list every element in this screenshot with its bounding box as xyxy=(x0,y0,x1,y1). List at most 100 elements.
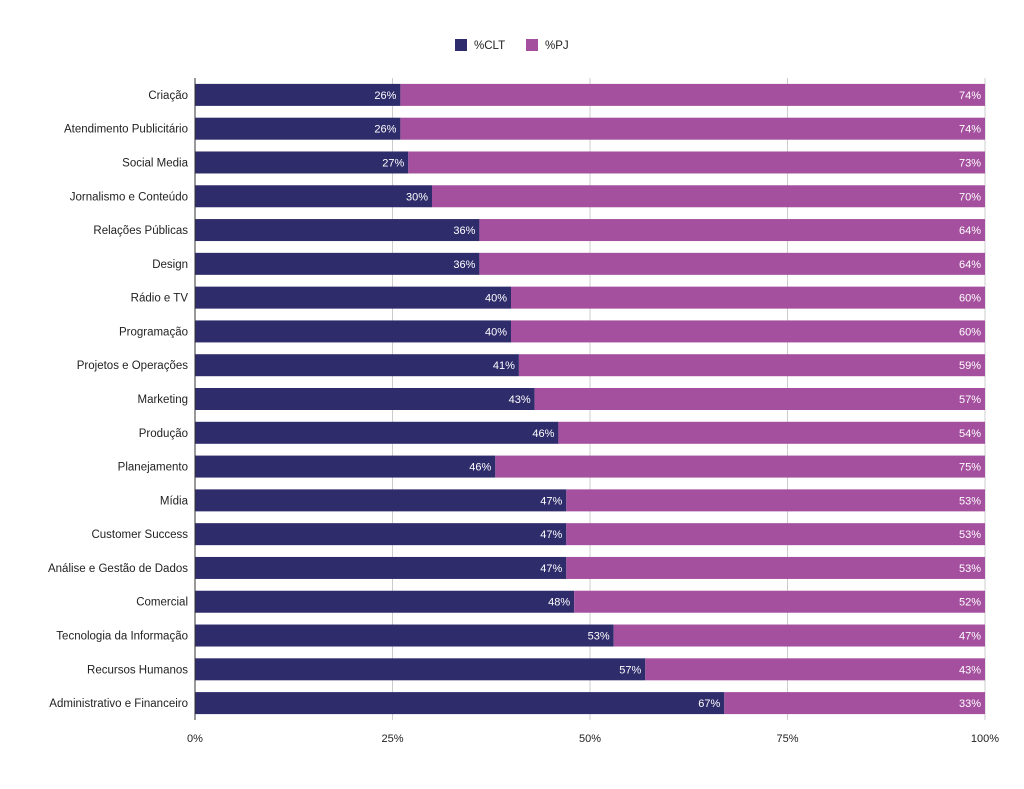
legend-label: %CLT xyxy=(474,40,505,52)
bar-clt xyxy=(195,252,480,275)
category-label: Produção xyxy=(139,428,188,440)
category-label: Programação xyxy=(119,326,188,338)
x-tick-label: 100% xyxy=(971,733,999,745)
data-label: 26% xyxy=(374,90,396,102)
category-label: Criação xyxy=(148,90,188,102)
data-label: 33% xyxy=(959,698,981,710)
data-label: 64% xyxy=(959,225,981,237)
category-label: Análise e Gestão de Dados xyxy=(48,563,188,575)
data-label: 75% xyxy=(959,462,981,474)
bar-pj xyxy=(479,219,985,242)
bar-clt xyxy=(195,421,559,444)
bar-clt xyxy=(195,117,401,140)
bar-pj xyxy=(534,388,985,410)
data-label: 40% xyxy=(485,326,507,338)
data-label: 36% xyxy=(453,259,475,271)
bar-clt xyxy=(195,523,567,546)
bar-pj xyxy=(645,658,985,681)
bar-pj xyxy=(511,286,985,309)
data-label: 59% xyxy=(959,360,981,372)
x-tick-label: 25% xyxy=(381,733,403,745)
category-label: Planejamento xyxy=(118,462,188,474)
bar-pj xyxy=(479,252,985,275)
data-label: 48% xyxy=(548,597,570,609)
bar-clt xyxy=(195,455,496,478)
bar-clt xyxy=(195,692,725,715)
data-label: 40% xyxy=(485,293,507,305)
data-label: 47% xyxy=(540,563,562,575)
data-label: 54% xyxy=(959,428,981,440)
category-label: Projetos e Operações xyxy=(77,360,188,372)
category-label: Customer Success xyxy=(91,529,188,541)
legend-swatch xyxy=(455,39,467,51)
data-label: 43% xyxy=(509,394,531,406)
bar-pj xyxy=(400,117,985,140)
bar-pj xyxy=(558,421,985,444)
data-label: 41% xyxy=(493,360,515,372)
bar-clt xyxy=(195,658,646,681)
data-label: 47% xyxy=(959,631,981,643)
category-label: Social Media xyxy=(122,157,188,169)
data-label: 53% xyxy=(959,563,981,575)
data-label: 57% xyxy=(959,394,981,406)
data-label: 47% xyxy=(540,495,562,507)
bar-clt xyxy=(195,354,519,377)
data-label: 43% xyxy=(959,664,981,676)
category-label: Relações Públicas xyxy=(93,225,188,237)
bar-pj xyxy=(511,320,985,343)
category-label: Comercial xyxy=(136,597,188,609)
bar-clt xyxy=(195,320,511,343)
category-label: Design xyxy=(152,259,188,271)
bar-clt xyxy=(195,286,511,309)
data-label: 70% xyxy=(959,191,981,203)
bar-clt xyxy=(195,624,614,647)
category-label: Atendimento Publicitário xyxy=(64,124,188,136)
category-label: Marketing xyxy=(138,394,189,406)
category-label: Recursos Humanos xyxy=(87,664,188,676)
bar-clt xyxy=(195,219,480,242)
data-label: 53% xyxy=(959,495,981,507)
data-label: 52% xyxy=(959,597,981,609)
category-label: Administrativo e Financeiro xyxy=(49,698,188,710)
data-label: 64% xyxy=(959,259,981,271)
bar-clt xyxy=(195,151,409,174)
data-label: 60% xyxy=(959,293,981,305)
category-label: Mídia xyxy=(160,495,189,507)
bar-pj xyxy=(566,556,985,579)
bar-pj xyxy=(432,185,985,208)
bar-clt xyxy=(195,489,567,512)
bar-pj xyxy=(613,624,985,647)
bar-clt xyxy=(195,83,401,106)
bar-pj xyxy=(518,354,985,377)
bar-pj xyxy=(400,83,985,106)
category-label: Jornalismo e Conteúdo xyxy=(70,191,188,203)
bar-pj xyxy=(566,489,985,512)
data-label: 47% xyxy=(540,529,562,541)
bar-clt xyxy=(195,185,432,208)
bar-pj xyxy=(495,455,985,478)
data-label: 27% xyxy=(382,157,404,169)
data-label: 46% xyxy=(469,462,491,474)
bar-pj xyxy=(408,151,985,174)
data-label: 57% xyxy=(619,664,641,676)
bar-clt xyxy=(195,388,535,410)
data-label: 73% xyxy=(959,157,981,169)
bar-pj xyxy=(724,692,985,715)
bar-clt xyxy=(195,556,567,579)
legend-label: %PJ xyxy=(545,40,569,52)
data-label: 26% xyxy=(374,124,396,136)
category-label: Rádio e TV xyxy=(131,293,189,305)
data-label: 46% xyxy=(532,428,554,440)
data-label: 53% xyxy=(588,631,610,643)
category-label: Tecnologia da Informação xyxy=(56,631,188,643)
bar-clt xyxy=(195,590,575,613)
bar-pj xyxy=(566,523,985,546)
data-label: 30% xyxy=(406,191,428,203)
data-label: 74% xyxy=(959,90,981,102)
bar-pj xyxy=(574,590,985,613)
legend-swatch xyxy=(526,39,538,51)
data-label: 53% xyxy=(959,529,981,541)
data-label: 67% xyxy=(698,698,720,710)
x-tick-label: 75% xyxy=(776,733,798,745)
